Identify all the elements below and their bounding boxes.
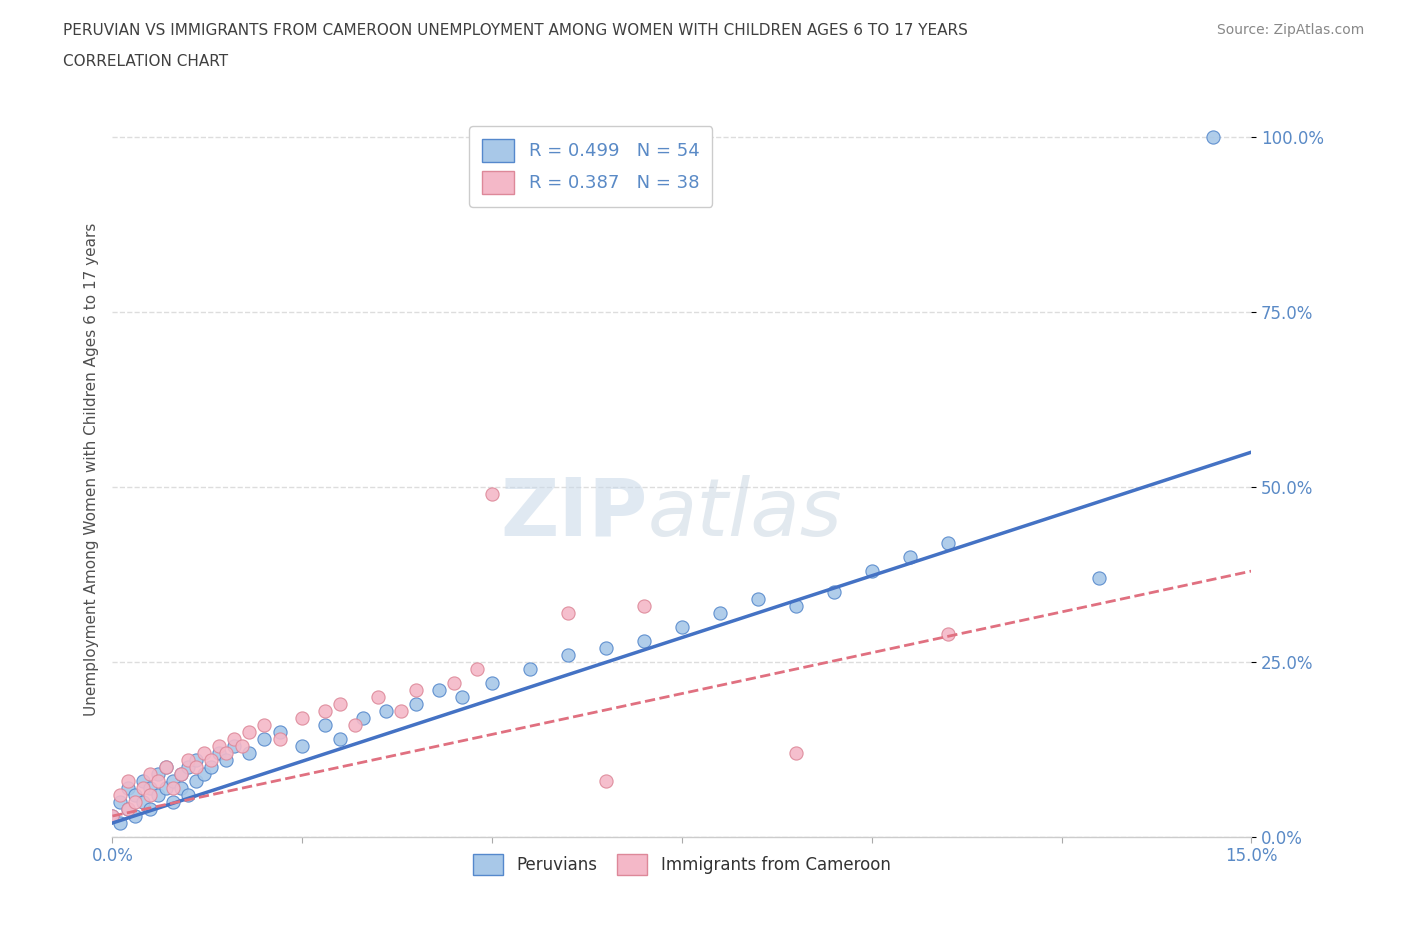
Text: Source: ZipAtlas.com: Source: ZipAtlas.com [1216, 23, 1364, 37]
Point [139, 788, 162, 803]
Point [450, 690, 472, 705]
Point [785, 599, 807, 614]
Point [269, 724, 291, 739]
Text: ZIP: ZIP [501, 474, 648, 552]
Legend: Peruvians, Immigrants from Cameroon: Peruvians, Immigrants from Cameroon [465, 845, 898, 883]
Point [208, 746, 231, 761]
Point [747, 591, 769, 606]
Point [465, 661, 488, 676]
Point [671, 619, 693, 634]
Point [117, 802, 139, 817]
Point [155, 780, 177, 795]
Y-axis label: Unemployment Among Women with Children Ages 6 to 17 years: Unemployment Among Women with Children A… [83, 223, 98, 716]
Point [184, 774, 207, 789]
Point [1088, 571, 1111, 586]
Point [177, 788, 200, 803]
Point [269, 732, 291, 747]
Point [709, 605, 731, 620]
Point [184, 752, 207, 767]
Point [177, 760, 200, 775]
Point [633, 599, 655, 614]
Point [101, 808, 124, 823]
Point [898, 550, 921, 565]
Point [215, 746, 238, 761]
Point [124, 788, 146, 803]
Point [132, 774, 155, 789]
Point [117, 802, 139, 817]
Point [823, 585, 845, 600]
Point [162, 774, 184, 789]
Point [374, 704, 396, 719]
Point [785, 746, 807, 761]
Point [329, 697, 352, 711]
Point [405, 683, 427, 698]
Point [253, 732, 276, 747]
Point [208, 738, 231, 753]
Point [108, 788, 131, 803]
Point [170, 766, 193, 781]
Point [170, 780, 193, 795]
Point [238, 724, 260, 739]
Point [1202, 130, 1225, 145]
Point [146, 788, 169, 803]
Point [139, 780, 162, 795]
Point [329, 732, 352, 747]
Point [108, 794, 131, 809]
Point [443, 675, 465, 690]
Point [215, 752, 238, 767]
Point [184, 760, 207, 775]
Point [146, 766, 169, 781]
Point [344, 718, 367, 733]
Point [146, 774, 169, 789]
Point [132, 794, 155, 809]
Point [481, 675, 503, 690]
Point [314, 704, 336, 719]
Point [132, 780, 155, 795]
Point [405, 697, 427, 711]
Point [253, 718, 276, 733]
Point [860, 564, 883, 578]
Text: atlas: atlas [648, 474, 842, 552]
Point [519, 661, 541, 676]
Point [367, 690, 389, 705]
Point [936, 536, 959, 551]
Point [238, 746, 260, 761]
Point [481, 486, 503, 501]
Point [595, 774, 617, 789]
Point [193, 766, 215, 781]
Point [200, 752, 222, 767]
Point [162, 780, 184, 795]
Point [291, 711, 314, 725]
Point [222, 738, 245, 753]
Point [222, 732, 245, 747]
Text: PERUVIAN VS IMMIGRANTS FROM CAMEROON UNEMPLOYMENT AMONG WOMEN WITH CHILDREN AGES: PERUVIAN VS IMMIGRANTS FROM CAMEROON UNE… [63, 23, 969, 38]
Point [200, 760, 222, 775]
Point [117, 780, 139, 795]
Point [427, 683, 450, 698]
Point [139, 802, 162, 817]
Point [124, 794, 146, 809]
Point [633, 633, 655, 648]
Point [557, 605, 579, 620]
Point [314, 718, 336, 733]
Point [170, 766, 193, 781]
Point [155, 760, 177, 775]
Point [155, 760, 177, 775]
Point [595, 641, 617, 656]
Text: CORRELATION CHART: CORRELATION CHART [63, 54, 228, 69]
Point [291, 738, 314, 753]
Point [389, 704, 412, 719]
Point [352, 711, 374, 725]
Point [162, 794, 184, 809]
Point [108, 816, 131, 830]
Point [177, 752, 200, 767]
Point [193, 746, 215, 761]
Point [101, 808, 124, 823]
Point [231, 738, 253, 753]
Point [557, 647, 579, 662]
Point [139, 766, 162, 781]
Point [124, 808, 146, 823]
Point [117, 774, 139, 789]
Point [936, 627, 959, 642]
